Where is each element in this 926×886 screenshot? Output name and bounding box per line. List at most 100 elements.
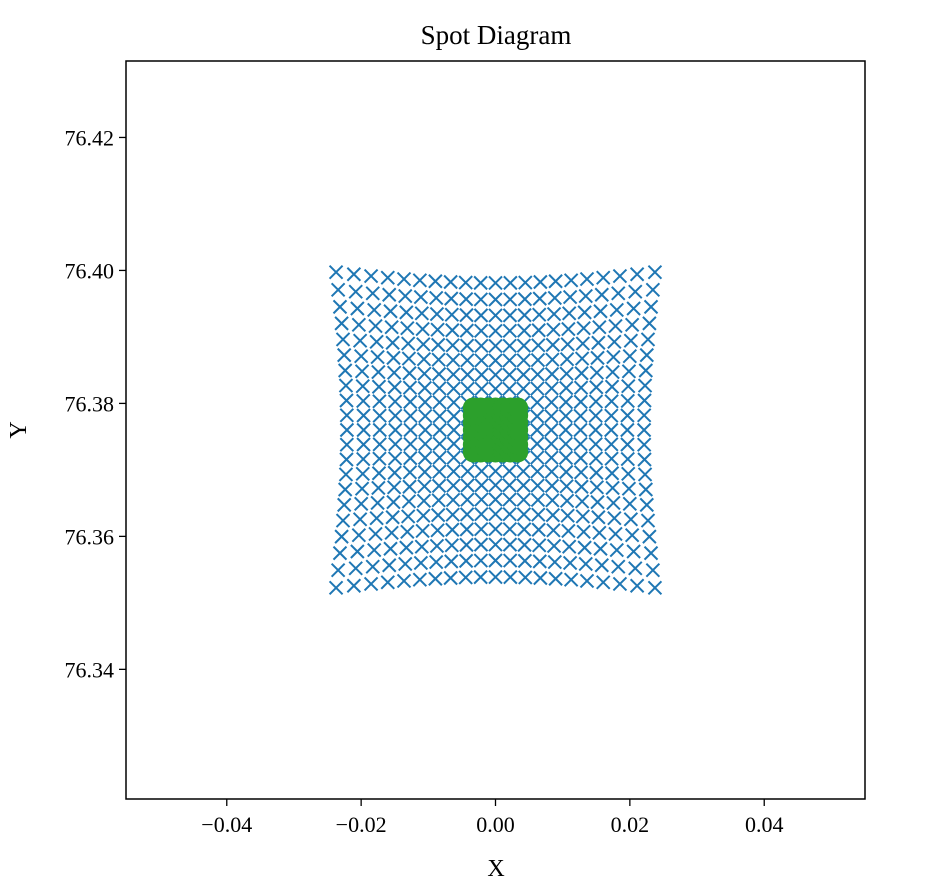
spot-point (621, 379, 636, 394)
spot-point (353, 496, 369, 512)
spot-point (594, 287, 609, 302)
spot-point (332, 299, 348, 315)
spot-point (396, 271, 412, 287)
spot-point (415, 321, 430, 337)
spot-point (330, 562, 346, 578)
spot-point (417, 450, 433, 466)
spot-point (531, 507, 546, 522)
spot-point (367, 542, 382, 558)
spot-point (417, 366, 432, 381)
spot-point (622, 496, 638, 512)
spot-point (418, 422, 433, 438)
spot-point (574, 494, 590, 509)
spot-point (402, 479, 417, 494)
spot-point (639, 497, 654, 513)
spot-point (337, 482, 353, 497)
spot-point (369, 511, 384, 526)
spot-point (576, 524, 591, 540)
spot-point (446, 478, 461, 493)
spot-point (611, 559, 626, 574)
spot-point (531, 307, 547, 322)
spot-point (573, 422, 588, 438)
spot-point (380, 270, 395, 285)
spot-point (356, 408, 371, 423)
spot-point (403, 408, 418, 424)
spot-point (544, 408, 559, 424)
spot-point (516, 464, 531, 479)
spot-point (371, 466, 387, 481)
spot-point (459, 522, 475, 537)
spot-point (575, 509, 591, 524)
spot-point (432, 395, 447, 410)
spot-point (547, 290, 563, 306)
spot-point (640, 513, 656, 528)
spot-point (458, 553, 474, 569)
spot-point (545, 352, 560, 367)
spot-point (354, 364, 370, 379)
spot-point (502, 353, 517, 368)
spot-point (544, 464, 559, 479)
spot-point (473, 275, 488, 291)
spot-point (428, 290, 444, 306)
spot-point (503, 275, 518, 291)
spot-point (531, 338, 546, 353)
spot-point (578, 556, 593, 572)
spot-point (383, 541, 398, 556)
spot-point (621, 466, 636, 481)
spot-point (647, 580, 663, 595)
spot-point (516, 367, 531, 382)
y-axis-label: Y (6, 421, 32, 438)
spot-point (403, 394, 418, 410)
spot-point (400, 336, 416, 351)
spot-point (445, 323, 460, 338)
spot-point (588, 422, 603, 438)
spot-point (444, 307, 460, 322)
spot-point (607, 511, 622, 526)
spot-point (604, 394, 619, 409)
spot-point (428, 571, 443, 586)
spot-point (488, 463, 503, 479)
spot-point (431, 352, 446, 367)
spot-point (502, 464, 517, 479)
spot-point (337, 497, 352, 513)
spot-point (399, 305, 414, 320)
spot-point (640, 332, 656, 347)
spot-point (488, 338, 503, 354)
spot-point (339, 422, 355, 438)
spot-point (573, 450, 588, 466)
spot-point (593, 304, 608, 319)
spot-point (502, 308, 518, 323)
spot-point (444, 554, 459, 569)
spot-point (432, 381, 447, 396)
spot-point (348, 561, 363, 576)
spot-point (387, 380, 402, 395)
spot-point (560, 337, 575, 352)
spot-point (401, 494, 417, 509)
spot-point (460, 464, 475, 479)
spot-point (516, 492, 531, 507)
spot-point (605, 364, 620, 380)
spot-point (446, 422, 462, 438)
spot-point (606, 349, 621, 365)
spot-point (488, 292, 503, 307)
spot-point (573, 436, 588, 452)
spot-point (517, 537, 532, 553)
spot-point (446, 367, 461, 382)
spot-point (589, 480, 605, 495)
spot-point (443, 274, 458, 290)
spot-point (418, 408, 433, 424)
spot-point (645, 562, 661, 578)
spot-point (488, 553, 503, 568)
spot-point (609, 542, 624, 558)
spot-point (596, 575, 611, 590)
spot-point (530, 381, 545, 396)
spot-point (387, 451, 403, 466)
spot-point (432, 436, 447, 452)
spot-point (637, 393, 652, 408)
spot-point (588, 394, 604, 409)
spot-point (596, 270, 611, 285)
spot-point (401, 351, 417, 366)
spot-point (639, 347, 654, 363)
spot-point (502, 338, 517, 354)
